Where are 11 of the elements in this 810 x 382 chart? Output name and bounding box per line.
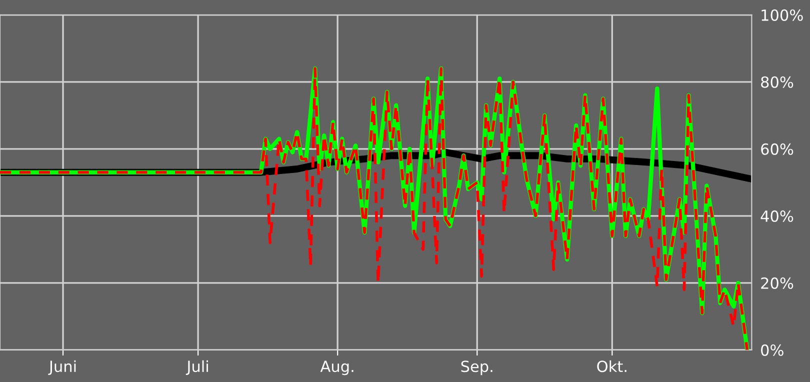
y-tick-label: 40%	[760, 210, 794, 222]
y-tick-label: 0%	[761, 344, 784, 356]
y-tick-label: 80%	[761, 76, 794, 88]
x-tick-label: Juli	[186, 360, 208, 375]
x-tick-label: Juni	[48, 360, 76, 375]
y-tick-label: 60%	[761, 143, 794, 155]
x-tick-label: Okt.	[597, 360, 626, 372]
x-tick-label: Sep.	[461, 360, 492, 376]
y-tick-label: 100%	[762, 9, 803, 21]
x-tick-label: Aug.	[320, 360, 354, 376]
y-tick-label: 20%	[761, 277, 794, 289]
